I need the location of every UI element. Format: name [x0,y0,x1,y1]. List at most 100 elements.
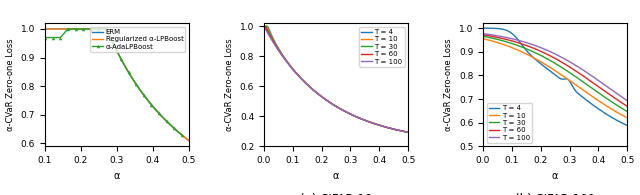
Line: T = 30: T = 30 [483,36,627,112]
T = 100 [623,99,631,102]
T = 4 [330,104,337,106]
T = 60 [328,103,336,105]
T = 4 [346,113,353,115]
T = 4 [578,96,586,98]
α-AdaLPBoost [95,28,102,30]
T = 30 [479,35,487,37]
T = 30 [328,103,336,105]
T = 4 [328,103,336,105]
T = 10 [591,98,599,100]
T = 30 [591,90,599,92]
Line: T = 60: T = 60 [483,35,627,106]
T = 100 [338,109,346,111]
α-AdaLPBoost [56,36,64,39]
T = 30 [330,104,337,106]
T = 100 [401,130,408,133]
α-AdaLPBoost [87,28,95,30]
Line: Regularized α-LPBoost: Regularized α-LPBoost [38,29,189,141]
T = 100 [594,79,602,82]
Line: T = 4: T = 4 [264,26,408,132]
T = 60 [594,85,602,88]
T = 10 [328,103,336,105]
Line: T = 100: T = 100 [264,26,408,132]
T = 60 [330,104,337,106]
α-AdaLPBoost [109,43,117,45]
T = 30 [538,55,545,57]
T = 4 [538,63,545,65]
Regularized α-LPBoost [106,34,113,36]
Line: T = 30: T = 30 [264,26,408,132]
T = 4 [543,67,550,69]
T = 30 [401,130,408,133]
α-AdaLPBoost [125,71,132,74]
α-AdaLPBoost [79,28,87,30]
ERM [106,36,114,38]
T = 10 [260,25,268,27]
T = 100 [591,77,599,80]
Line: T = 10: T = 10 [264,26,408,132]
T = 60 [260,25,268,27]
T = 60 [378,125,386,127]
T = 10 [338,109,346,111]
X-axis label: α: α [552,171,558,181]
T = 60 [494,36,502,39]
T = 10 [401,130,408,133]
T = 100 [328,103,336,105]
Regularized α-LPBoost [124,70,132,72]
α-AdaLPBoost [140,94,148,96]
T = 10 [623,117,631,119]
ERM [116,55,124,57]
T = 4 [260,25,268,27]
T = 4 [479,27,487,29]
T = 60 [538,50,545,53]
Regularized α-LPBoost [34,28,42,30]
Legend: ERM, Regularized α-LPBoost, α-AdaLPBoost: ERM, Regularized α-LPBoost, α-AdaLPBoost [90,27,186,52]
T = 100 [330,104,337,106]
α-AdaLPBoost [170,127,178,129]
T = 30 [578,80,586,82]
α-AdaLPBoost [34,36,42,39]
α-AdaLPBoost [49,36,56,39]
ERM [158,115,166,117]
α-AdaLPBoost [72,28,79,30]
T = 100 [404,131,412,133]
T = 100 [494,35,502,37]
T = 100 [543,49,550,51]
T = 100 [346,113,353,115]
Legend: T = 4, T = 10, T = 30, T = 60, T = 100: T = 4, T = 10, T = 30, T = 60, T = 100 [359,27,404,67]
T = 100 [260,25,268,27]
T = 60 [543,53,550,55]
α-AdaLPBoost [102,28,109,30]
T = 10 [594,99,602,102]
T = 60 [404,131,412,133]
Regularized α-LPBoost [116,55,124,57]
T = 30 [494,38,502,41]
α-AdaLPBoost [163,120,170,122]
T = 4 [378,125,386,127]
Line: ERM: ERM [38,29,189,141]
Line: α-AdaLPBoost: α-AdaLPBoost [36,27,184,137]
T = 10 [578,88,586,90]
T = 10 [404,131,412,133]
α-AdaLPBoost [155,112,163,114]
Line: T = 10: T = 10 [483,39,627,118]
T = 10 [494,42,502,44]
Regularized α-LPBoost [185,139,193,142]
T = 4 [404,131,412,133]
T = 10 [543,64,550,66]
α-AdaLPBoost [147,104,155,106]
T = 60 [479,34,487,36]
α-AdaLPBoost [117,58,125,60]
T = 30 [594,91,602,94]
T = 4 [591,105,599,108]
Y-axis label: α-CVaR Zero-one Loss: α-CVaR Zero-one Loss [444,38,453,131]
T = 4 [494,27,502,30]
Legend: T = 4, T = 10, T = 30, T = 60, T = 100: T = 4, T = 10, T = 30, T = 60, T = 100 [486,103,532,143]
ERM [185,139,193,142]
T = 10 [346,113,353,115]
T = 10 [479,37,487,40]
T = 30 [623,110,631,113]
Line: T = 4: T = 4 [483,28,627,125]
T = 4 [594,107,602,110]
T = 30 [543,57,550,60]
